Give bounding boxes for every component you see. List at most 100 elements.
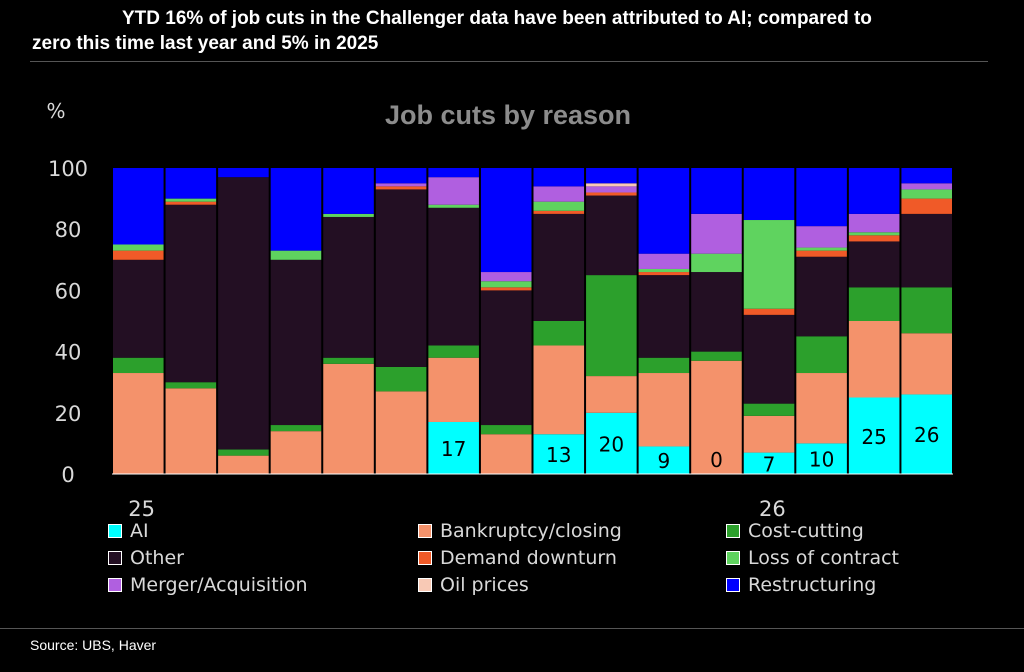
legend-label: AI xyxy=(130,520,149,542)
bar-segment-bankruptcy-closing-2 xyxy=(218,455,269,474)
legend-item-merger-acquisition: Merger/Acquisition xyxy=(108,574,308,596)
y-axis-unit: % xyxy=(46,99,65,123)
bar-segment-cost-cutting-13 xyxy=(796,336,847,374)
bar-segment-loss-of-contract-8 xyxy=(533,201,585,211)
legend-label: Other xyxy=(130,547,184,569)
bar-segment-bankruptcy-closing-9 xyxy=(586,376,637,413)
bar-segment-cost-cutting-7 xyxy=(480,425,532,435)
bar-segment-restructuring-9 xyxy=(586,168,637,184)
bar-segment-other-15 xyxy=(901,213,952,288)
legend-swatch xyxy=(108,551,122,565)
bar-segment-cost-cutting-11 xyxy=(691,351,742,361)
bar-segment-other-4 xyxy=(323,216,374,358)
legend-label: Merger/Acquisition xyxy=(130,574,308,596)
legend-swatch xyxy=(418,578,432,592)
bar-segment-merger-acquisition-6 xyxy=(428,177,479,205)
bar-segment-other-13 xyxy=(796,256,847,337)
bar-segment-other-14 xyxy=(848,241,900,288)
bar-segment-other-7 xyxy=(480,290,532,426)
bar-segment-bankruptcy-closing-15 xyxy=(901,333,952,395)
bar-segment-bankruptcy-closing-1 xyxy=(165,388,217,474)
legend-swatch xyxy=(108,578,122,592)
bar-segment-loss-of-contract-0 xyxy=(113,244,164,251)
legend-label: Restructuring xyxy=(748,574,877,596)
legend-label: Oil prices xyxy=(440,574,529,596)
bottom-divider xyxy=(0,628,1024,629)
bar-segment-cost-cutting-10 xyxy=(638,357,690,374)
top-divider xyxy=(30,61,988,62)
headline-line-2: zero this time last year and 5% in 2025 xyxy=(32,33,379,54)
y-tick-label-40: 40 xyxy=(55,341,82,365)
data-label-10: 9 xyxy=(658,449,671,473)
bar-segment-other-12 xyxy=(743,314,795,404)
bar-segment-cost-cutting-14 xyxy=(848,287,900,321)
bar-segment-restructuring-7 xyxy=(480,168,532,273)
bar-segment-cost-cutting-4 xyxy=(323,357,374,364)
bar-segment-demand-downturn-12 xyxy=(743,308,795,315)
headline-line-1: YTD 16% of job cuts in the Challenger da… xyxy=(122,8,872,29)
bar-segment-other-8 xyxy=(533,213,585,321)
chart-headline: YTD 16% of job cuts in the Challenger da… xyxy=(32,6,992,56)
bar-segment-restructuring-15 xyxy=(901,168,952,184)
chart-legend: AI Bankruptcy/closing Cost-cutting Other Dem… xyxy=(108,520,1008,610)
bar-segment-demand-downturn-10 xyxy=(638,272,690,276)
bar-segment-merger-acquisition-9 xyxy=(586,186,637,193)
bar-segment-demand-downturn-8 xyxy=(533,210,585,214)
bar-segment-cost-cutting-6 xyxy=(428,345,479,358)
bar-segment-merger-acquisition-7 xyxy=(480,272,532,282)
bar-segment-bankruptcy-closing-12 xyxy=(743,415,795,453)
bar-segment-other-9 xyxy=(586,195,637,276)
legend-swatch xyxy=(418,551,432,565)
bar-segment-ai-8 xyxy=(533,434,585,474)
bar-segment-restructuring-4 xyxy=(323,168,374,214)
bar-segment-bankruptcy-closing-8 xyxy=(533,345,585,435)
bar-segment-ai-14 xyxy=(848,397,900,474)
legend-swatch xyxy=(726,551,740,565)
legend-swatch xyxy=(726,524,740,538)
y-tick-label-20: 20 xyxy=(55,402,82,426)
y-tick-label-60: 60 xyxy=(55,279,82,303)
bar-segment-ai-15 xyxy=(901,394,952,474)
legend-item-demand-downturn: Demand downturn xyxy=(418,547,617,569)
bar-segment-other-10 xyxy=(638,275,690,358)
legend-item-other: Other xyxy=(108,547,184,569)
bar-segment-demand-downturn-7 xyxy=(480,287,532,291)
legend-label: Bankruptcy/closing xyxy=(440,520,622,542)
bar-segment-other-6 xyxy=(428,207,479,346)
bar-segment-loss-of-contract-11 xyxy=(691,253,742,273)
bar-segment-ai-12 xyxy=(743,452,795,474)
bar-segment-loss-of-contract-7 xyxy=(480,281,532,288)
bar-segment-restructuring-11 xyxy=(691,168,742,214)
bar-segment-ai-13 xyxy=(796,443,847,474)
bar-segment-loss-of-contract-14 xyxy=(848,232,900,236)
legend-label: Demand downturn xyxy=(440,547,617,569)
bar-segment-bankruptcy-closing-11 xyxy=(691,360,742,474)
legend-swatch xyxy=(418,524,432,538)
bar-segment-demand-downturn-9 xyxy=(586,192,637,196)
legend-swatch xyxy=(108,524,122,538)
bar-segment-cost-cutting-3 xyxy=(270,425,322,432)
bar-segment-loss-of-contract-6 xyxy=(428,204,479,208)
bar-segment-restructuring-6 xyxy=(428,168,479,178)
legend-item-oil-prices: Oil prices xyxy=(418,574,529,596)
legend-item-restructuring: Restructuring xyxy=(726,574,876,596)
bar-segment-bankruptcy-closing-14 xyxy=(848,321,900,398)
bar-segment-merger-acquisition-13 xyxy=(796,226,847,248)
y-tick-label-0: 0 xyxy=(61,463,74,487)
bar-segment-other-11 xyxy=(691,272,742,352)
bar-segment-merger-acquisition-14 xyxy=(848,213,900,233)
bar-segment-merger-acquisition-10 xyxy=(638,253,690,269)
x-tick-label-25: 25 xyxy=(128,497,155,521)
data-label-11: 0 xyxy=(710,448,723,472)
legend-label: Loss of contract xyxy=(748,547,899,569)
bar-segment-demand-downturn-5 xyxy=(375,186,427,190)
bar-segment-demand-downturn-13 xyxy=(796,250,847,257)
bar-segment-demand-downturn-14 xyxy=(848,235,900,242)
bar-segment-other-0 xyxy=(113,259,164,358)
bar-segment-other-1 xyxy=(165,204,217,383)
bar-segment-restructuring-13 xyxy=(796,168,847,227)
legend-item-loss-of-contract: Loss of contract xyxy=(726,547,899,569)
data-label-9: 20 xyxy=(599,432,624,456)
bar-segment-cost-cutting-15 xyxy=(901,287,952,334)
data-label-6: 17 xyxy=(441,437,466,461)
